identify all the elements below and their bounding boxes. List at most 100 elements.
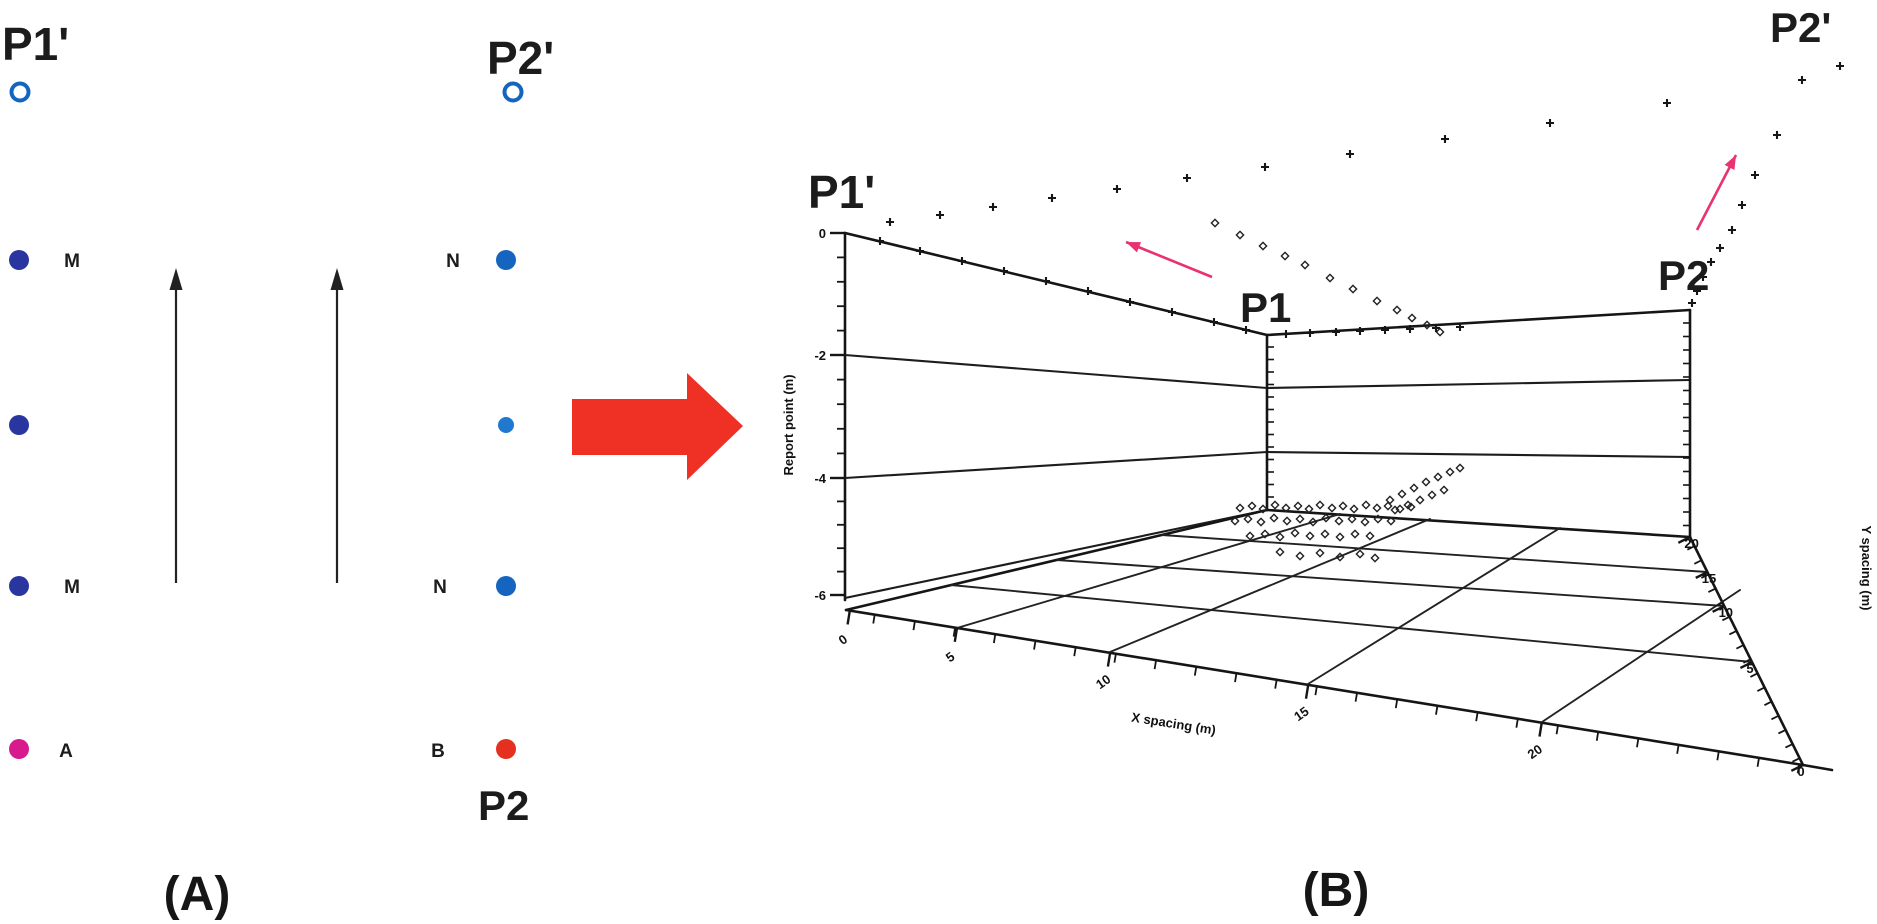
x-minor-tick [1515,718,1519,728]
profile-edge-markers-marker [1084,287,1092,295]
surface-electrode-trail-marker [1441,135,1449,143]
subsurface-measurement-cluster-marker [1397,489,1407,499]
subsurface-measurement-cluster-marker [1320,529,1330,539]
subsurface-measurement-cluster-marker [1256,517,1266,527]
profile-edge-markers-marker [876,237,884,245]
x-minor-tick [1274,679,1278,689]
surface-electrode-trail-marker [989,203,997,211]
p1-descent-electrodes-marker [1235,230,1245,240]
x-tick-label: 5 [943,649,958,665]
floor-grid-y10 [1056,559,1725,607]
p2-descent-electrodes-marker [1716,244,1724,252]
p2-descent-electrodes-marker [1693,287,1701,295]
x-minor-tick [912,621,916,631]
left-wall-grid-2 [843,353,1269,390]
y-minor-tick [1707,587,1716,593]
x-minor-tick [992,634,997,644]
y-minor-tick [1771,714,1779,721]
left-wall-grid-6 [843,508,1269,600]
y-tick-label: 0 [1797,764,1804,779]
surface-electrode-trail-marker [1261,163,1269,171]
profile-edge-markers-marker [1126,298,1134,306]
survey-arrow-head [330,268,344,290]
x-minor-tick [1314,686,1318,696]
p2-descent-electrodes-marker [1738,201,1746,209]
x-minor-tick [1716,751,1720,761]
subsurface-measurement-cluster-marker [1361,500,1371,510]
electrode-label: M [64,251,80,272]
subsurface-measurement-cluster-marker [1281,503,1291,513]
surface-electrode-trail-marker [1663,99,1671,107]
p1-descent-electrodes-marker [1300,260,1310,270]
subsurface-measurement-cluster-marker [1335,532,1345,542]
surface-electrode-trail-marker [1048,194,1056,202]
subsurface-measurement-cluster-marker [1293,501,1303,511]
subsurface-measurement-cluster-marker [1409,483,1419,493]
subsurface-measurement-cluster-marker [1260,529,1270,539]
y-minor-tick [1792,757,1801,763]
y-major-tick [1739,661,1753,670]
electrode-label: A [59,741,73,762]
surface-electrode-trail-marker [886,218,894,226]
electrode-marker [496,739,516,759]
electrode-marker [9,415,29,435]
remote-electrode-marker [9,81,31,103]
x-minor-tick [1636,738,1640,748]
x-axis-line [844,608,1834,772]
y-tick-label: 15 [1702,571,1716,586]
z-tick-label: -6 [814,588,826,603]
subsurface-measurement-cluster-marker [1308,517,1318,527]
electrode-label: N [433,577,447,598]
y-axis-line [1688,535,1805,767]
subsurface-measurement-cluster-marker [1403,500,1413,510]
x-minor-tick [1394,699,1399,709]
right-wall-grid-4 [1265,450,1692,459]
x-minor-tick [1113,653,1117,663]
subsurface-measurement-cluster-marker [1321,513,1331,523]
subsurface-measurement-cluster-marker [1427,490,1437,500]
y-major-tick [1790,763,1804,772]
roll-direction-arrows [1125,154,1738,279]
panel-a: P1' P2' P2 M M A N N B (A) [2,18,554,921]
subsurface-measurement-cluster-marker [1455,463,1465,473]
panel-b-caption: (B) [1303,864,1370,917]
x-minor-tick [1595,731,1600,741]
p1-descent-electrodes-marker [1435,327,1445,337]
subsurface-measurement-cluster-marker [1315,500,1325,510]
electrode-marker [498,417,514,433]
electrode-array: M M A N N B [9,81,524,762]
y-minor-tick [1735,644,1744,650]
scatter-markers [876,62,1844,563]
roll-arrow-shaft [1695,154,1738,231]
floor-grid-x20 [1541,589,1741,723]
subsurface-measurement-cluster-marker [1235,503,1245,513]
x-axis-title: X spacing (m) [1130,709,1217,737]
x-minor-tick [1033,640,1037,650]
x-major-tick [1106,652,1112,667]
remote-electrode-marker [502,81,524,103]
subsurface-measurement-cluster-marker [1386,516,1396,526]
survey-arrow-head [169,268,183,290]
p1-descent-electrodes-marker [1392,305,1402,315]
y-minor-tick [1714,601,1723,608]
profile-edge-markers-marker [916,247,924,255]
subsurface-measurement-cluster-marker [1421,477,1431,487]
subsurface-measurement-cluster-marker [1245,531,1255,541]
subsurface-measurement-cluster-marker [1258,504,1268,514]
profile-edge-markers-marker [1356,327,1364,335]
profile-edge-markers-marker [1456,323,1464,331]
x-tick-label: 10 [1093,671,1113,692]
profile-edge-markers-marker [1406,325,1414,333]
floor-grid-x10 [1109,518,1431,653]
p2-descent-electrodes-marker [1699,273,1707,281]
panel-b: 0 -2 -4 -6 0 5 10 15 20 20 15 10 5 0 Report point (m)… [781,4,1874,917]
electrode-marker [9,250,29,270]
subsurface-measurement-cluster-marker [1335,552,1345,562]
left-wall-grid-4 [843,450,1269,480]
p1-descent-electrodes-marker [1407,313,1417,323]
subsurface-measurement-cluster-marker [1338,501,1348,511]
x-tick-label: 20 [1525,741,1545,762]
panel-b-p2-label: P2 [1658,252,1709,299]
surface-electrode-trail-marker [1346,150,1354,158]
